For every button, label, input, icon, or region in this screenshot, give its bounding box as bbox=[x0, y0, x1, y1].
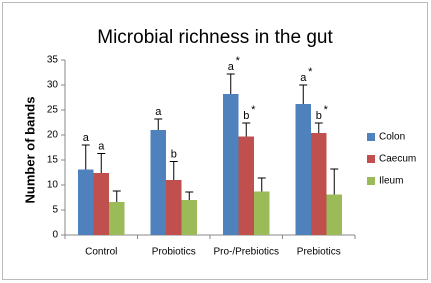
annotation-letter: a bbox=[98, 140, 105, 152]
bar bbox=[93, 173, 109, 235]
bar bbox=[311, 133, 327, 235]
bar bbox=[223, 94, 239, 235]
y-axis-title: Number of bands bbox=[22, 97, 37, 204]
annotation-letter: a bbox=[155, 106, 162, 118]
legend-swatch bbox=[367, 177, 375, 185]
bar bbox=[109, 202, 125, 235]
chart-title: Microbial richness in the gut bbox=[97, 27, 333, 48]
error-bar bbox=[330, 168, 339, 195]
error-bar bbox=[226, 73, 235, 94]
legend-label: Ileum bbox=[379, 176, 403, 187]
error-bar bbox=[185, 191, 194, 200]
annotation-letter: a bbox=[228, 61, 235, 73]
bar bbox=[326, 194, 342, 235]
y-tick-label: 0 bbox=[52, 230, 58, 241]
bar bbox=[181, 200, 197, 235]
bar bbox=[295, 104, 311, 235]
y-tick-label: 10 bbox=[47, 180, 59, 191]
error-bar bbox=[257, 177, 266, 192]
error-bar bbox=[169, 161, 178, 180]
bar bbox=[238, 136, 254, 235]
error-bar bbox=[242, 122, 251, 137]
x-tick-label: Pro-/Prebiotics bbox=[213, 247, 279, 258]
bar bbox=[254, 191, 270, 235]
legend-swatch bbox=[367, 133, 375, 141]
error-bar bbox=[97, 153, 106, 173]
y-tick-label: 30 bbox=[47, 80, 59, 91]
annotation-letter: b bbox=[243, 110, 249, 122]
annotation-star: * bbox=[251, 104, 256, 116]
annotation-letter: b bbox=[316, 110, 322, 122]
y-tick-label: 15 bbox=[47, 155, 59, 166]
annotation-letter: a bbox=[300, 72, 307, 84]
y-tick-label: 35 bbox=[47, 55, 59, 66]
error-bar bbox=[299, 84, 308, 104]
y-tick-label: 20 bbox=[47, 130, 59, 141]
y-tick-label: 5 bbox=[52, 205, 58, 216]
error-bar bbox=[81, 144, 90, 170]
frame bbox=[2, 2, 428, 280]
error-bar bbox=[112, 190, 121, 202]
legend-swatch bbox=[367, 155, 375, 163]
x-tick-label: Prebiotics bbox=[297, 247, 341, 258]
error-bar bbox=[154, 118, 163, 130]
annotation-star: * bbox=[324, 104, 329, 116]
annotation-star: * bbox=[236, 55, 241, 67]
annotation-star: * bbox=[308, 66, 313, 78]
y-tick-label: 25 bbox=[47, 105, 59, 116]
error-bar bbox=[314, 122, 323, 133]
legend-label: Caecum bbox=[379, 154, 416, 165]
bar bbox=[150, 130, 166, 235]
x-tick-label: Control bbox=[85, 247, 117, 258]
bar bbox=[166, 180, 182, 235]
annotation-letter: b bbox=[171, 148, 177, 160]
x-tick-label: Probiotics bbox=[152, 247, 196, 258]
bar bbox=[78, 169, 94, 235]
legend-label: Colon bbox=[379, 132, 405, 143]
annotation-letter: a bbox=[83, 132, 90, 144]
